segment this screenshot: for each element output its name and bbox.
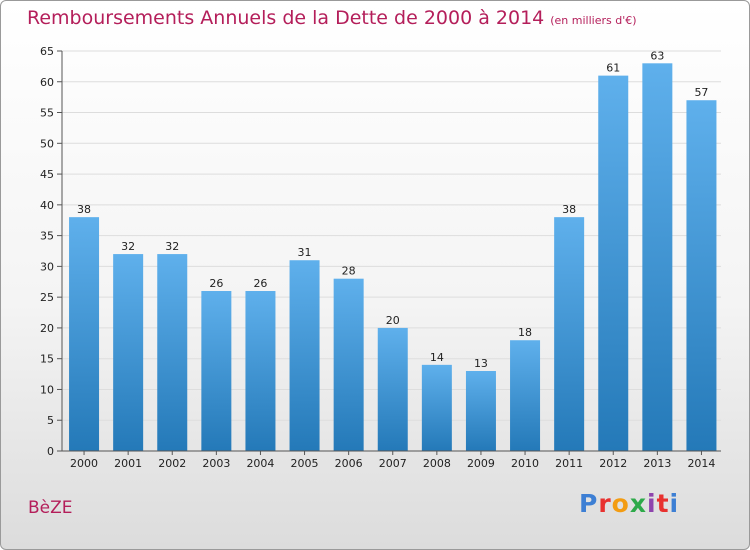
commune-name: BèZE (28, 498, 73, 518)
x-tick-label: 2001 (114, 457, 142, 470)
x-tick-label: 2006 (335, 457, 363, 470)
data-label: 32 (165, 240, 179, 253)
bar (289, 260, 320, 451)
chart-title: Remboursements Annuels de la Dette de 20… (27, 7, 637, 29)
bar (157, 254, 188, 451)
logo-letter: x (629, 489, 647, 518)
data-label: 26 (209, 277, 223, 290)
x-tick-label: 2005 (291, 457, 319, 470)
logo-letter: r (598, 489, 612, 518)
x-tick-label: 2002 (158, 457, 186, 470)
data-label: 14 (430, 351, 444, 364)
y-tick-label: 50 (40, 137, 54, 150)
data-label: 57 (694, 86, 708, 99)
x-tick-label: 2008 (423, 457, 451, 470)
bar (333, 278, 364, 451)
bar (465, 371, 496, 451)
data-label: 13 (474, 357, 488, 370)
proxiti-logo: Proxiti (579, 489, 679, 518)
bar (245, 291, 276, 451)
logo-letter: i (647, 489, 657, 518)
bar (201, 291, 232, 451)
y-tick-label: 15 (40, 353, 54, 366)
logo-letter: P (579, 489, 599, 518)
data-label: 63 (650, 49, 664, 62)
data-label: 38 (562, 203, 576, 216)
axes (57, 50, 721, 455)
y-tick-label: 40 (40, 199, 54, 212)
y-tick-label: 35 (40, 230, 54, 243)
y-tick-label: 45 (40, 168, 54, 181)
bars (69, 63, 717, 452)
data-label: 38 (77, 203, 91, 216)
x-tick-label: 2012 (599, 457, 627, 470)
x-tick-label: 2007 (379, 457, 407, 470)
bar (377, 327, 408, 451)
y-tick-label: 30 (40, 260, 54, 273)
bar (510, 340, 541, 451)
data-label: 32 (121, 240, 135, 253)
data-label: 28 (342, 265, 356, 278)
y-tick-label: 65 (40, 45, 54, 58)
chart-title-text: Remboursements Annuels de la Dette de 20… (27, 7, 545, 29)
x-tick-label: 2004 (246, 457, 274, 470)
x-tick-label: 2000 (70, 457, 98, 470)
x-tick-label: 2010 (511, 457, 539, 470)
x-tick-label: 2009 (467, 457, 495, 470)
bar (686, 100, 717, 451)
y-tick-label: 0 (47, 445, 54, 458)
data-label: 18 (518, 326, 532, 339)
y-tick-label: 25 (40, 291, 54, 304)
y-tick-label: 10 (40, 383, 54, 396)
labels: 0 5 10 15 20 25 30 35 40 45 50 55 60 65 38 2000 32 2001 32… (40, 45, 715, 470)
bar (598, 75, 629, 451)
data-label: 20 (386, 314, 400, 327)
bar (642, 63, 673, 452)
x-tick-label: 2011 (555, 457, 583, 470)
y-tick-label: 55 (40, 107, 54, 120)
data-label: 31 (298, 246, 312, 259)
x-tick-label: 2003 (202, 457, 230, 470)
logo-letter: i (669, 489, 680, 518)
logo-letter: t (656, 489, 670, 518)
bar (113, 254, 144, 451)
chart-subtitle: (en milliers d'€) (550, 14, 637, 27)
data-label: 26 (253, 277, 267, 290)
bar (554, 217, 585, 451)
y-tick-label: 20 (40, 322, 54, 335)
bar (69, 217, 100, 451)
logo-letter: o (611, 489, 630, 518)
y-tick-label: 5 (47, 414, 54, 427)
x-tick-label: 2013 (643, 457, 671, 470)
data-label: 61 (606, 62, 620, 75)
x-tick-label: 2014 (687, 457, 715, 470)
y-tick-label: 60 (40, 76, 54, 89)
bar (421, 364, 452, 451)
